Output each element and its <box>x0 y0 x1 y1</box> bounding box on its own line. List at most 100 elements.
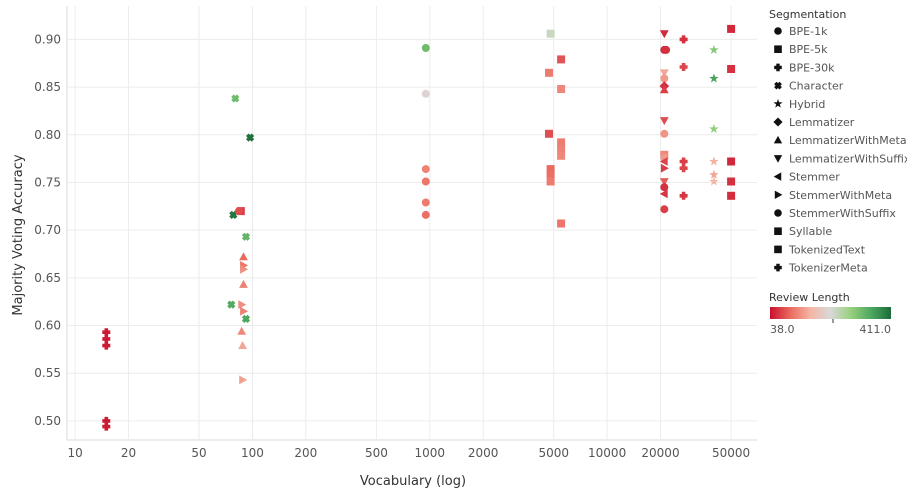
y-tick-label: 0.50 <box>34 414 61 428</box>
data-point <box>679 63 688 71</box>
legend-item-label: Syllable <box>789 225 832 238</box>
y-tick-label: 0.90 <box>34 32 61 46</box>
data-point <box>557 219 566 228</box>
data-point <box>557 151 566 160</box>
data-point <box>727 65 736 73</box>
legend-marker <box>774 209 782 217</box>
y-tick-label: 0.70 <box>34 223 61 237</box>
data-point <box>421 210 430 219</box>
data-point <box>709 124 719 134</box>
data-point <box>659 117 669 126</box>
legend-item-label: StemmerWithMeta <box>789 189 892 202</box>
data-point <box>709 176 719 186</box>
data-point <box>227 300 236 309</box>
color-legend: Review Length 38.0 411.0 <box>769 291 891 336</box>
color-legend-bar <box>770 307 891 319</box>
legend-item-label: Character <box>789 80 844 93</box>
y-tick-label: 0.80 <box>34 128 61 142</box>
legend-marker <box>774 63 782 72</box>
legend-marker <box>773 172 782 181</box>
legend-item-label: TokenizerMeta <box>788 262 868 275</box>
data-point <box>709 169 719 179</box>
legend-marker <box>774 81 782 90</box>
data-point <box>545 129 553 138</box>
legend-marker <box>774 45 782 53</box>
legend-item-label: Lemmatizer <box>789 116 855 129</box>
legend-item-label: BPE-1k <box>789 25 828 38</box>
legend-marker <box>773 155 783 163</box>
legend-marker <box>774 245 782 254</box>
shape-legend: Segmentation BPE-1k BPE-5k BPE-30k Characte… <box>769 8 907 275</box>
data-point <box>102 341 111 350</box>
x-tick-label: 10 <box>67 446 82 460</box>
data-point <box>239 279 248 288</box>
data-point <box>727 191 736 200</box>
legend-item-label: StemmerWithSuffix <box>789 207 896 220</box>
data-point <box>421 44 430 52</box>
legend-item-label: BPE-5k <box>789 43 828 56</box>
data-point <box>546 29 555 38</box>
data-point <box>660 183 669 192</box>
data-point <box>102 422 111 431</box>
data-point <box>557 85 566 93</box>
data-point <box>102 416 111 425</box>
data-point <box>231 94 240 103</box>
data-point <box>727 24 736 33</box>
data-point <box>235 207 243 216</box>
legend-item-label: LemmatizerWithMeta <box>789 134 907 147</box>
x-tick-label: 10000 <box>588 446 626 460</box>
data-point <box>659 178 669 187</box>
data-point <box>709 156 719 166</box>
data-point <box>238 300 247 309</box>
data-point <box>709 44 719 54</box>
data-point <box>239 252 248 261</box>
data-point <box>237 326 247 335</box>
data-point <box>659 69 669 78</box>
data-point <box>659 30 669 39</box>
data-point <box>421 198 430 207</box>
y-tick-label: 0.60 <box>34 319 61 333</box>
data-point <box>709 73 719 83</box>
data-point <box>679 191 688 200</box>
data-point <box>546 165 555 174</box>
data-point <box>241 232 251 241</box>
legend-item-label: BPE-30k <box>789 61 835 74</box>
data-point <box>727 177 736 186</box>
x-tick-label: 20 <box>121 446 136 460</box>
x-tick-label: 200 <box>294 446 317 460</box>
data-point <box>679 164 688 173</box>
data-point <box>240 264 249 274</box>
data-point <box>659 85 669 94</box>
data-point <box>557 138 566 147</box>
x-axis-ticks: 10 20 50 100 200 500 1000 2000 5000 10000 20000 500… <box>67 446 750 460</box>
data-points <box>102 24 736 431</box>
x-tick-label: 100 <box>241 446 264 460</box>
data-point <box>238 341 247 349</box>
data-point <box>660 129 669 138</box>
shape-legend-title: Segmentation <box>769 8 846 21</box>
x-tick-label: 1000 <box>415 446 446 460</box>
data-point <box>659 189 668 199</box>
legend-marker <box>774 27 782 35</box>
data-point <box>421 177 430 186</box>
data-point <box>557 55 566 64</box>
legend-item-label: Stemmer <box>789 171 840 184</box>
x-tick-label: 20000 <box>641 446 679 460</box>
x-tick-label: 500 <box>365 446 388 460</box>
y-tick-label: 0.75 <box>34 175 61 189</box>
legend-marker <box>773 135 783 144</box>
x-tick-label: 50 <box>191 446 206 460</box>
x-tick-label: 5000 <box>538 446 569 460</box>
data-point <box>245 133 255 142</box>
data-point <box>679 157 688 166</box>
color-legend-min-label: 38.0 <box>770 323 795 336</box>
data-point <box>546 170 555 179</box>
data-point <box>679 35 688 44</box>
legend-marker <box>774 227 782 235</box>
legend-marker <box>774 263 782 272</box>
data-point <box>557 145 566 154</box>
data-point <box>659 157 668 166</box>
data-point <box>660 74 669 83</box>
legend-marker <box>773 99 783 108</box>
